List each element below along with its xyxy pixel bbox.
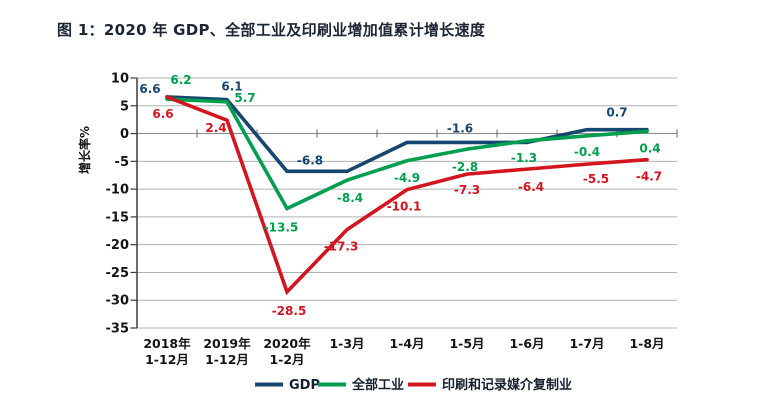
y-tick-label: -35 bbox=[106, 322, 130, 337]
x-category-label: 1-7月 bbox=[569, 336, 604, 351]
data-label: 6.1 bbox=[221, 80, 242, 94]
data-label: -4.7 bbox=[636, 170, 662, 184]
x-category-label: 2019年 bbox=[203, 336, 251, 351]
data-label: 5.7 bbox=[234, 91, 255, 105]
figure-title: 图 1：2020 年 GDP、全部工业及印刷业增加值累计增长速度 bbox=[57, 21, 486, 39]
legend-label-gdp: GDP bbox=[289, 378, 320, 393]
series-line-gdp bbox=[165, 95, 649, 174]
data-label: 6.6 bbox=[139, 82, 160, 96]
data-label: -28.5 bbox=[272, 304, 307, 318]
y-tick-label: -10 bbox=[106, 183, 130, 198]
data-label: -2.8 bbox=[452, 160, 478, 174]
data-label: -6.4 bbox=[518, 180, 544, 194]
y-tick-label: 5 bbox=[120, 99, 129, 114]
data-label: -1.3 bbox=[511, 151, 537, 165]
y-axis: 10 5 0 -5 -10 -15 -20 -25 -30 -35 增长率% bbox=[77, 72, 138, 337]
data-label: 6.6 bbox=[152, 107, 173, 121]
series-line-printing bbox=[165, 95, 649, 296]
data-label: 6.2 bbox=[170, 73, 191, 87]
data-label: -1.6 bbox=[447, 121, 473, 135]
y-tick-label: -5 bbox=[115, 155, 129, 170]
x-category-label: 1-4月 bbox=[389, 336, 424, 351]
y-tick-label: 10 bbox=[111, 72, 129, 87]
y-tick-label: -20 bbox=[106, 238, 130, 253]
data-label: -8.4 bbox=[337, 191, 363, 205]
data-label: 0.4 bbox=[639, 141, 660, 155]
x-category-label: 1-12月 bbox=[145, 352, 189, 367]
legend-item-industry: 全部工业 bbox=[318, 377, 404, 393]
y-axis-title: 增长率% bbox=[77, 126, 92, 174]
x-category-label: 1-5月 bbox=[449, 336, 484, 351]
data-label: 2.4 bbox=[205, 121, 226, 135]
x-category-label: 1-6月 bbox=[509, 336, 544, 351]
legend-label-industry: 全部工业 bbox=[351, 377, 404, 393]
data-label: -4.9 bbox=[394, 171, 420, 185]
data-label: -6.8 bbox=[297, 153, 323, 167]
series-labels-printing: 6.6 2.4 -28.5 -17.3 -10.1 -7.3 -6.4 -5.5 -4.7 bbox=[152, 107, 662, 318]
x-category-label: 1-2月 bbox=[269, 352, 304, 367]
legend: GDP 全部工业 印刷和记录媒介复制业 bbox=[255, 377, 572, 393]
x-category-label: 2018年 bbox=[143, 336, 191, 351]
data-label: -7.3 bbox=[454, 183, 480, 197]
legend-item-printing: 印刷和记录媒介复制业 bbox=[408, 377, 572, 393]
series-labels-gdp: 6.6 6.1 -6.8 -1.6 0.7 bbox=[139, 80, 627, 168]
y-tick-label: 0 bbox=[120, 127, 129, 142]
legend-item-gdp: GDP bbox=[255, 378, 320, 393]
data-label: -5.5 bbox=[583, 172, 609, 186]
data-label: 0.7 bbox=[606, 106, 627, 120]
data-label: -0.4 bbox=[574, 145, 600, 159]
data-label: -10.1 bbox=[387, 200, 422, 214]
y-tick-label: -25 bbox=[106, 266, 130, 281]
x-category-label: 2020年 bbox=[263, 336, 311, 351]
series-line-industry bbox=[165, 97, 649, 211]
x-category-label: 1-12月 bbox=[205, 352, 249, 367]
data-label: -13.5 bbox=[264, 221, 299, 235]
x-category-label: 1-8月 bbox=[629, 336, 664, 351]
series-labels-industry: 6.2 5.7 -13.5 -8.4 -4.9 -2.8 -1.3 -0.4 0.4 bbox=[170, 73, 660, 234]
legend-label-printing: 印刷和记录媒介复制业 bbox=[442, 377, 572, 393]
data-label: -17.3 bbox=[324, 240, 359, 254]
y-tick-label: -15 bbox=[106, 210, 130, 225]
y-tick-label: -30 bbox=[106, 294, 130, 309]
x-category-label: 1-3月 bbox=[329, 336, 364, 351]
